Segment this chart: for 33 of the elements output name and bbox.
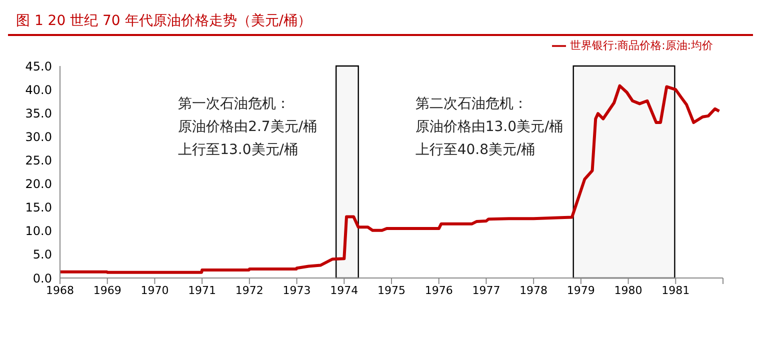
y-tick-label: 40.0 bbox=[25, 82, 52, 97]
annotation: 第一次石油危机： bbox=[178, 96, 290, 112]
legend-label: 世界银行:商品价格:原油:均价 bbox=[570, 39, 713, 52]
x-tick-label: 1981 bbox=[662, 284, 690, 297]
x-tick-label: 1972 bbox=[235, 284, 264, 297]
y-tick-label: 5.0 bbox=[32, 248, 52, 262]
y-tick-label: 25.0 bbox=[25, 153, 52, 168]
annotation: 原油价格由2.7美元/桶 bbox=[178, 119, 318, 135]
annotation: 上行至40.8美元/桶 bbox=[415, 142, 536, 158]
y-tick-label: 20.0 bbox=[25, 177, 52, 192]
x-tick-label: 1968 bbox=[46, 284, 74, 297]
annotation: 原油价格由13.0美元/桶 bbox=[415, 119, 564, 135]
x-tick-label: 1970 bbox=[140, 284, 169, 297]
x-tick-label: 1978 bbox=[520, 284, 548, 297]
y-tick-label: 45.0 bbox=[25, 59, 52, 74]
x-tick-label: 1974 bbox=[330, 284, 358, 297]
x-tick-label: 1979 bbox=[566, 284, 595, 297]
annotation: 上行至13.0美元/桶 bbox=[178, 142, 298, 158]
x-tick-label: 1980 bbox=[614, 284, 642, 297]
y-tick-label: 10.0 bbox=[25, 224, 52, 238]
y-tick-label: 15.0 bbox=[25, 200, 52, 215]
x-tick-label: 1969 bbox=[93, 284, 122, 297]
y-tick-label: 0.0 bbox=[32, 271, 52, 286]
annotation: 第二次石油危机： bbox=[415, 96, 528, 112]
x-tick-label: 1973 bbox=[282, 284, 311, 297]
chart-title: 图 1 20 世纪 70 年代原油价格走势（美元/桶） bbox=[8, 8, 753, 36]
x-tick-label: 1976 bbox=[424, 284, 453, 297]
x-tick-label: 1977 bbox=[472, 284, 500, 297]
x-tick-label: 1971 bbox=[188, 284, 216, 297]
y-tick-label: 30.0 bbox=[25, 130, 52, 144]
x-tick-label: 1975 bbox=[378, 284, 406, 297]
line-series bbox=[60, 84, 721, 274]
y-tick-label: 35.0 bbox=[25, 106, 52, 120]
